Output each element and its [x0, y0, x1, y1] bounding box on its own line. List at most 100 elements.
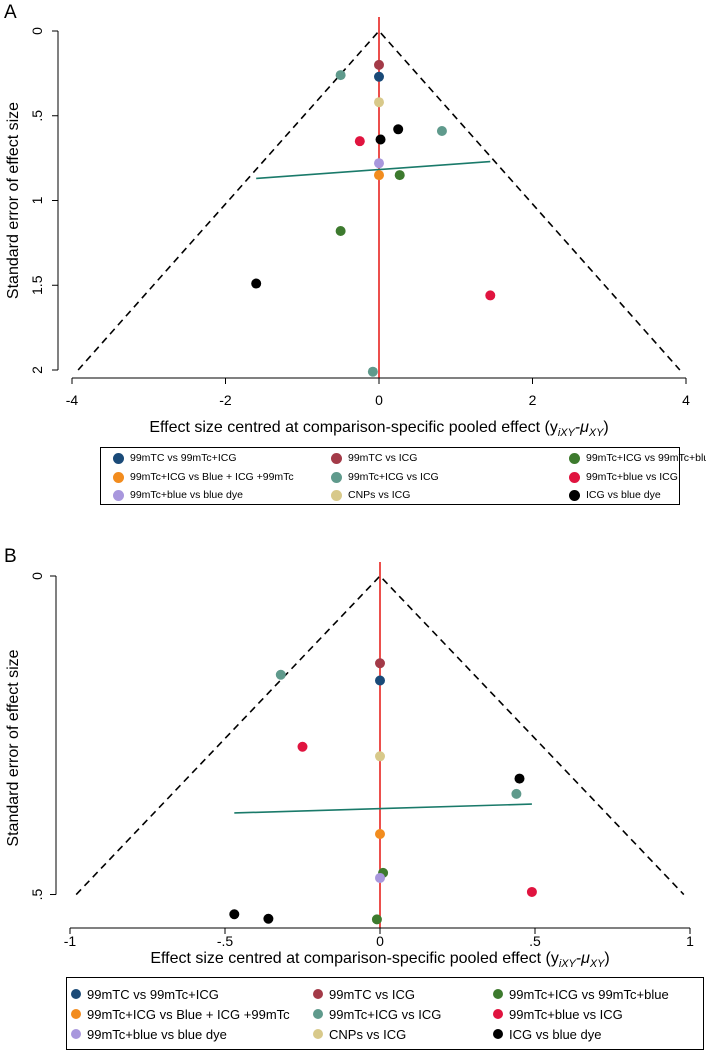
panel-a-y-tick-label: .5	[29, 110, 45, 122]
panel-b-point	[511, 788, 522, 799]
panel-a-point	[374, 170, 384, 181]
panel-a-point	[374, 59, 384, 70]
panel-a-regression-line	[256, 160, 491, 180]
legend-item: 99mTc+ICG vs 99mTc+blue	[493, 986, 669, 1002]
legend-label: CNPs vs ICG	[329, 1026, 407, 1042]
panel-a-x-label-part: )	[603, 419, 608, 436]
legend-label: ICG vs blue dye	[509, 1026, 602, 1042]
legend-item: ICG vs blue dye	[493, 1026, 602, 1042]
legend-label: 99mTC vs ICG	[329, 986, 415, 1002]
panel-b-point	[229, 909, 240, 920]
panel-b-x-label: Effect size centred at comparison-specif…	[150, 950, 609, 970]
legend-label: 99mTC vs ICG	[348, 452, 418, 464]
panel-b-letter: B	[4, 546, 17, 567]
legend-item: 99mTC vs ICG	[331, 452, 418, 464]
panel-a-x-label-part: XY	[588, 427, 604, 439]
legend-dot	[71, 1009, 81, 1019]
legend-dot	[493, 1009, 503, 1019]
panel-a-point	[354, 136, 365, 147]
panel-a-y-tick-label: 2	[29, 366, 45, 374]
panel-a-point	[335, 226, 346, 237]
legend-item: 99mTc+blue vs blue dye	[113, 489, 243, 501]
panel-b-regression-line	[234, 803, 532, 814]
legend-dot	[313, 1009, 323, 1019]
legend-dot	[331, 471, 342, 483]
legend-dot	[113, 452, 124, 464]
panel-b-point	[275, 669, 286, 680]
panel-a-point	[394, 170, 405, 181]
legend-label: CNPs vs ICG	[348, 489, 411, 501]
legend-dot	[313, 989, 323, 999]
panel-b-point	[263, 913, 274, 924]
panel-a-point	[251, 278, 262, 289]
panel-a-y-tick-label: 1	[29, 196, 45, 204]
legend-item: CNPs vs ICG	[313, 1026, 407, 1042]
panel-a-legend: 99mTC vs 99mTc+ICG 99mTC vs ICG 99mTc+ICG …	[100, 447, 706, 505]
panel-b-x-tick-label: -1	[64, 933, 77, 949]
panel-b-point	[375, 872, 385, 883]
legend-label: 99mTc+ICG vs 99mTc+blue	[509, 986, 669, 1002]
legend-item: 99mTc+ICG vs Blue + ICG +99mTc	[71, 1007, 290, 1022]
panel-b-x-label-part: XY	[589, 958, 605, 970]
legend-label: 99mTc+blue vs ICG	[509, 1006, 623, 1022]
panel-b-x-tick-label: .5	[529, 933, 541, 949]
panel-b-y-label: Standard error of effect size	[5, 649, 22, 846]
legend-label: 99mTc+blue vs blue dye	[130, 489, 243, 501]
panel-b-point	[526, 886, 537, 897]
legend-label: 99mTc+ICG vs 99mTc+blue	[586, 452, 706, 464]
panel-a-point	[375, 134, 386, 145]
panel-a-x-tick-label: 4	[682, 392, 690, 408]
legend-item: 99mTc+ICG vs Blue + ICG +99mTc	[113, 471, 294, 483]
panel-a-x-tick-label: 0	[375, 392, 383, 408]
panel-a-letter: A	[4, 2, 17, 23]
legend-item: ICG vs blue dye	[569, 489, 661, 501]
panel-a-point	[374, 97, 384, 108]
panel-a-x-tick-label: -2	[219, 392, 232, 408]
panel-b-funnel	[75, 574, 685, 896]
panel-b-x-tick-label: 0	[376, 933, 384, 949]
panel-a-y-tick-label: 1.5	[29, 275, 45, 295]
legend-item: 99mTc+ICG vs 99mTc+blue	[569, 452, 706, 464]
legend-label: 99mTC vs 99mTc+ICG	[87, 986, 219, 1002]
legend-label: 99mTc+ICG vs Blue + ICG +99mTc	[130, 471, 294, 483]
legend-item: 99mTC vs ICG	[313, 986, 415, 1002]
panel-b-x-tick-label: -.5	[217, 933, 234, 949]
panel-a-point	[335, 70, 346, 81]
legend-dot	[569, 452, 580, 464]
legend-item: 99mTc+ICG vs ICG	[331, 471, 439, 483]
panel-b-point	[371, 914, 382, 925]
panel-a-point	[374, 71, 384, 82]
panel-b-point	[375, 675, 385, 686]
panel-a-x-label-part: iXY	[558, 427, 576, 439]
legend-dot	[113, 489, 124, 501]
panel-a-point	[374, 158, 384, 169]
panel-b-y-tick-label: 0	[29, 572, 45, 580]
legend-dot	[569, 471, 580, 483]
legend-item: 99mTC vs 99mTc+ICG	[71, 986, 219, 1002]
legend-label: 99mTC vs 99mTc+ICG	[130, 452, 237, 464]
legend-dot	[113, 471, 124, 483]
legend-dot	[493, 989, 503, 999]
panel-b-x-tick-label: 1	[686, 933, 694, 949]
panel-b-y-tick-label: .5	[29, 888, 45, 900]
panel-a-point	[393, 124, 404, 135]
panel-a-x-label-part: Effect size centred at comparison-specif…	[149, 419, 558, 436]
legend-dot	[331, 452, 342, 464]
panel-b-x-label-part: Effect size centred at comparison-specif…	[150, 950, 559, 967]
panel-a-x-label-part: -μ	[575, 419, 589, 436]
panel-b-point	[297, 741, 308, 752]
legend-dot	[493, 1029, 503, 1039]
legend-item: CNPs vs ICG	[331, 489, 411, 501]
legend-item: 99mTc+blue vs ICG	[493, 1006, 623, 1022]
legend-item: 99mTc+ICG vs ICG	[313, 1006, 442, 1022]
legend-label: 99mTc+ICG vs ICG	[329, 1006, 442, 1022]
legend-item: 99mTc+blue vs ICG	[569, 471, 678, 483]
panel-b-x-label-part: )	[604, 950, 609, 967]
panel-a-y-label: Standard error of effect size	[5, 102, 22, 299]
panel-b-x-label-part: iXY	[559, 958, 577, 970]
legend-label: 99mTc+blue vs ICG	[586, 471, 678, 483]
panel-b-point	[514, 773, 525, 784]
panel-a-y-tick-label: 0	[29, 27, 45, 35]
